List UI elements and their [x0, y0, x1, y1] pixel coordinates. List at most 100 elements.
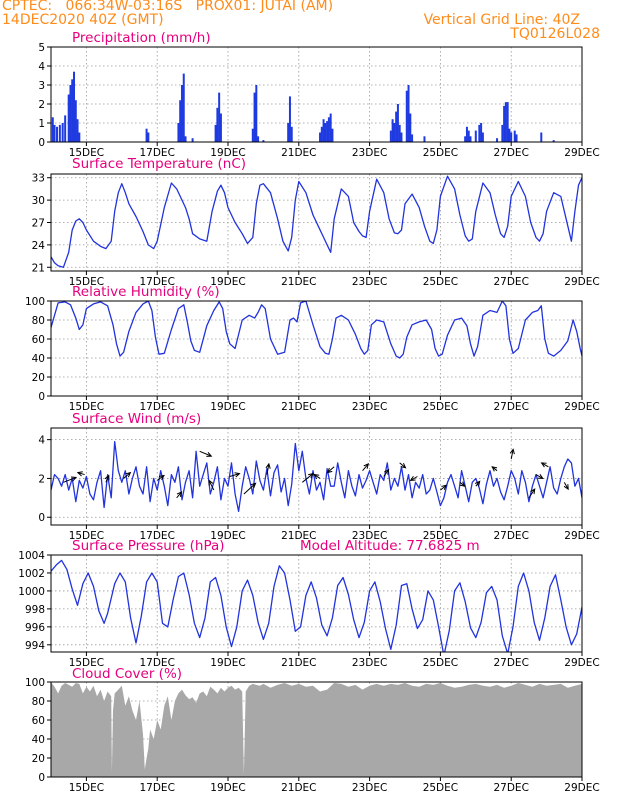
y-tick-label: 1	[38, 118, 45, 130]
y-tick-label: 996	[25, 622, 45, 634]
wind-vector-shaft	[266, 463, 270, 475]
wind-vector	[383, 468, 390, 477]
precip-bar	[331, 128, 334, 142]
precip-bar	[290, 126, 293, 142]
wind-vector-shaft	[229, 473, 240, 477]
precip-bar	[219, 113, 222, 142]
precip-bar	[481, 132, 484, 142]
x-tick-label: 25DEC	[423, 401, 458, 413]
precip-bar	[53, 124, 56, 142]
x-tick-label: 27DEC	[493, 401, 528, 413]
wind-vector-head	[441, 484, 448, 490]
y-tick-label: 40	[32, 734, 45, 746]
y-tick-label: 60	[32, 334, 45, 346]
x-tick-label: 21DEC	[281, 530, 316, 542]
precip-bar	[214, 124, 217, 142]
precip-bar	[76, 119, 79, 142]
precip-bar	[320, 126, 323, 142]
wind-vector-shaft	[105, 475, 110, 483]
wind-vector	[123, 471, 132, 479]
panel-title: Surface Temperature (nC)	[72, 156, 246, 172]
precip-bar	[389, 130, 392, 142]
precip-bar	[179, 100, 182, 142]
panel-title: Cloud Cover (%)	[72, 666, 182, 682]
x-tick-label: 19DEC	[210, 530, 245, 542]
wind-vector-shaft	[535, 474, 544, 479]
y-tick-label: 20	[32, 753, 45, 765]
precip-bar	[182, 73, 185, 142]
precip-bar	[287, 123, 290, 142]
wind-vector	[243, 482, 257, 495]
header-run-date: 14DEC2020 40Z (GMT)	[2, 12, 164, 28]
wind-vector-shaft	[510, 449, 514, 460]
wind-vector-shaft	[440, 484, 447, 491]
precip-bar	[324, 123, 327, 142]
wind-vector	[509, 448, 515, 460]
x-tick-label: 15DEC	[69, 276, 104, 288]
precip-bar	[478, 124, 481, 142]
x-tick-label: 25DEC	[423, 782, 458, 794]
wind-vector	[362, 463, 370, 472]
wind-vector-head	[563, 484, 569, 491]
precip-bar	[257, 136, 260, 142]
wind-vector-head	[158, 474, 165, 481]
header-model-id: TQ0126L028	[510, 26, 600, 42]
x-tick-label: 23DEC	[352, 276, 387, 288]
wind-vector	[156, 474, 165, 481]
y-tick-label: 5	[38, 42, 45, 54]
precip-bar	[398, 124, 401, 142]
wind-vector	[176, 491, 183, 499]
y-tick-label: 20	[32, 372, 45, 384]
precip-bar	[145, 128, 148, 142]
wind-vector-shaft	[77, 472, 85, 476]
x-tick-label: 17DEC	[139, 782, 174, 794]
wind-vector	[540, 462, 549, 468]
precip-bar	[71, 79, 74, 142]
wind-vector	[229, 472, 241, 478]
x-tick-label: 15DEC	[69, 530, 104, 542]
wind-vector	[199, 450, 213, 457]
x-tick-label: 15DEC	[69, 147, 104, 159]
wind-vector-shaft	[123, 472, 131, 479]
precip-bar	[147, 132, 150, 142]
wind-vector	[313, 473, 321, 480]
wind-vector-shaft	[563, 482, 569, 490]
x-tick-label: 27DEC	[493, 657, 528, 669]
x-tick-label: 19DEC	[210, 147, 245, 159]
precip-bar	[501, 124, 504, 142]
wind-vector	[399, 462, 407, 469]
x-tick-label: 27DEC	[493, 276, 528, 288]
panel-temperature: 21 24 27 30 33 15DEC 17DEC 19DEC 21DEC 23DEC 25DEC…	[32, 156, 600, 288]
wind-vector-shaft	[528, 488, 536, 499]
x-tick-label: 23DEC	[352, 657, 387, 669]
precip-bar	[400, 132, 403, 142]
y-tick-label: 33	[32, 173, 45, 185]
plot-area-temperature	[51, 175, 582, 268]
panel-pressure: 994 996 998 1000 1002 1004 15DEC 17DEC 19DEC 21DE…	[18, 538, 599, 669]
x-tick-label: 17DEC	[139, 276, 174, 288]
panel-title: Surface Wind (m/s)	[72, 411, 201, 427]
wind-vector-head	[409, 475, 416, 481]
panel-title: Relative Humidity (%)	[72, 284, 220, 300]
precip-bar	[327, 117, 330, 142]
plot-area-pressure	[51, 559, 582, 652]
x-tick-label: 27DEC	[493, 147, 528, 159]
x-tick-label: 19DEC	[210, 657, 245, 669]
y-tick-label: 0	[38, 137, 45, 149]
wind-vector	[104, 474, 110, 483]
precip-bar	[191, 138, 194, 142]
wind-vector-shaft	[410, 476, 418, 481]
wind-vector	[409, 475, 418, 481]
precip-bar	[391, 119, 394, 142]
panel-frame	[50, 554, 583, 653]
precip-bar	[69, 85, 72, 142]
precip-bar	[184, 136, 187, 142]
wind-vector-shaft	[399, 462, 406, 469]
panel-precip: 0 1 2 3 4 5 15DEC 17DEC 19DEC 21DEC 23DEC 25DEC 27DE…	[38, 30, 599, 159]
wind-vector-head	[530, 488, 536, 495]
x-tick-label: 25DEC	[423, 657, 458, 669]
precip-bar	[180, 85, 183, 142]
precip-bar	[51, 117, 54, 142]
y-tick-label: 0	[38, 391, 45, 403]
